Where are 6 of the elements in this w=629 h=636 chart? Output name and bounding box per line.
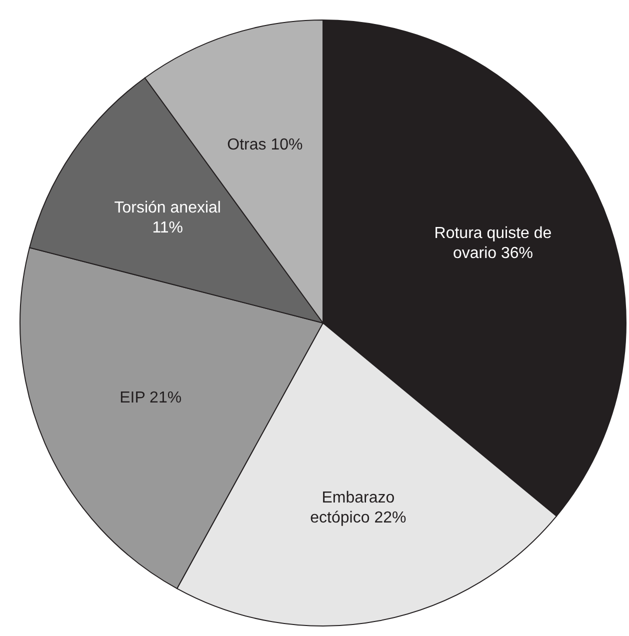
slice-label: Embarazo ectópico 22%	[310, 489, 406, 526]
slice-label: Torsión anexial	[114, 198, 221, 216]
data-label: 11%	[152, 218, 184, 236]
slice-label: EIP 21%	[120, 389, 182, 406]
slice-label: Otras 10%	[227, 136, 303, 153]
slice-label: Rotura quiste de ovario 36%	[434, 224, 552, 262]
